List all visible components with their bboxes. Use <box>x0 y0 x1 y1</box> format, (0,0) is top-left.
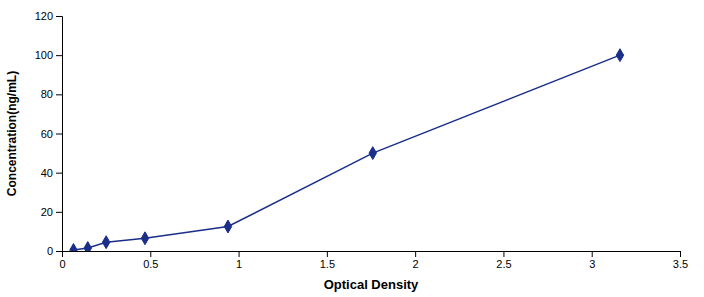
tick-label: 0 <box>59 258 65 270</box>
marker <box>84 242 91 251</box>
axis-line <box>63 252 681 258</box>
tick: 20 <box>41 206 62 218</box>
tick-mark <box>56 16 62 17</box>
tick-mark <box>415 251 416 257</box>
tick: 3.5 <box>673 251 688 270</box>
tick: 2 <box>413 251 419 270</box>
marker <box>224 220 231 233</box>
tick-label: 60 <box>41 128 53 140</box>
marker <box>616 49 623 62</box>
tick-mark <box>56 94 62 95</box>
tick-label: 1 <box>236 258 242 270</box>
tick: 80 <box>41 88 62 100</box>
marker <box>102 236 109 249</box>
tick-mark <box>239 251 240 257</box>
tick-label: 0.5 <box>143 258 158 270</box>
y-axis: 0 20 40 60 80 100 120 <box>35 10 63 257</box>
tick-label: 120 <box>35 10 53 22</box>
tick-label: 2.5 <box>496 258 511 270</box>
x-axis: 0 0.5 1 1.5 2 2.5 3 3.5 <box>59 251 688 270</box>
tick-mark <box>680 251 681 257</box>
line <box>73 55 619 250</box>
marker <box>141 232 148 245</box>
tick-label: 3.5 <box>673 258 688 270</box>
tick: 0 <box>59 251 65 270</box>
tick-label: 40 <box>41 167 53 179</box>
tick-mark <box>56 212 62 213</box>
tick-label: 1.5 <box>320 258 335 270</box>
tick: 40 <box>41 167 62 179</box>
data-layer <box>70 49 624 251</box>
tick-label: 80 <box>41 88 53 100</box>
tick: 1.5 <box>320 251 335 270</box>
tick-mark <box>327 251 328 257</box>
tick-mark <box>56 173 62 174</box>
tick-label: 20 <box>41 206 53 218</box>
plot-area: 0 0.5 1 1.5 2 2.5 3 3.5 0 20 40 60 80 100 120 <box>35 10 689 270</box>
tick-label: 3 <box>589 258 595 270</box>
tick: 100 <box>35 49 62 61</box>
tick-mark <box>56 55 62 56</box>
marker <box>70 244 77 251</box>
x-axis-title: Optical Density <box>324 277 419 292</box>
tick: 0 <box>47 245 62 257</box>
tick-mark <box>56 251 62 252</box>
tick-mark <box>592 251 593 257</box>
tick-mark <box>56 134 62 135</box>
axis-line <box>56 17 63 252</box>
tick-label: 2 <box>413 258 419 270</box>
tick: 3 <box>589 251 595 270</box>
y-axis-title: Concentration(ng/mL) <box>5 71 19 196</box>
tick-mark <box>150 251 151 257</box>
tick-label: 0 <box>47 245 53 257</box>
tick-mark <box>503 251 504 257</box>
tick-label: 100 <box>35 49 53 61</box>
tick: 120 <box>35 10 62 22</box>
tick: 60 <box>41 128 62 140</box>
chart-svg: 0 0.5 1 1.5 2 2.5 3 3.5 0 20 40 60 80 100 120 Optical D… <box>0 0 704 297</box>
tick: 2.5 <box>496 251 511 270</box>
marker <box>369 147 376 160</box>
tick: 0.5 <box>143 251 158 270</box>
chart-container: 0 0.5 1 1.5 2 2.5 3 3.5 0 20 40 60 80 100 120 Optical D… <box>0 0 704 297</box>
tick: 1 <box>236 251 242 270</box>
